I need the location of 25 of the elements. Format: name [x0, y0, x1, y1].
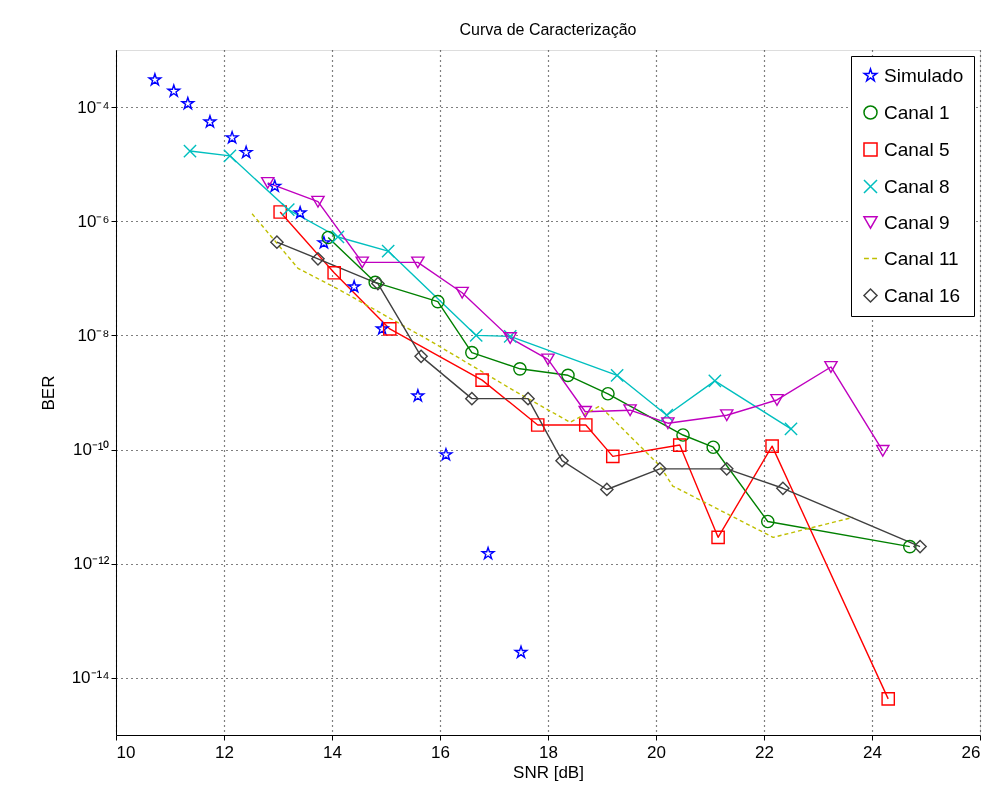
chart-title: Curva de Caracterização	[459, 21, 637, 38]
y-tick-label: 10⁻¹⁴	[71, 668, 110, 688]
x-axis-title: SNR [dB]	[513, 762, 584, 782]
x-tick-label: 24	[863, 742, 882, 762]
y-tick-label: 10⁻⁴	[77, 97, 110, 117]
x-tick-label: 16	[431, 742, 450, 762]
x-tick-label: 18	[539, 742, 558, 762]
legend-label: Canal 16	[884, 284, 961, 306]
legend-label: Simulado	[884, 64, 964, 86]
x-tick-label: 22	[755, 742, 774, 762]
y-tick-label: 10⁻⁸	[77, 325, 110, 345]
y-tick-label: 10⁻¹⁰	[72, 440, 110, 460]
legend-label: Canal 9	[884, 211, 950, 233]
legend-label: Canal 11	[884, 247, 959, 269]
x-tick-label: 20	[647, 742, 666, 762]
x-tick-label: 10	[116, 742, 136, 762]
x-tick-label: 26	[961, 742, 981, 762]
legend-label: Canal 1	[884, 101, 950, 123]
y-axis-title: BER	[38, 375, 58, 411]
legend-label: Canal 8	[884, 175, 950, 197]
y-tick-label: 10⁻⁶	[77, 211, 110, 231]
y-tick-label: 10⁻¹²	[73, 554, 110, 574]
x-tick-label: 12	[215, 742, 234, 762]
legend-label: Canal 5	[884, 138, 950, 160]
x-tick-label: 14	[323, 742, 342, 762]
